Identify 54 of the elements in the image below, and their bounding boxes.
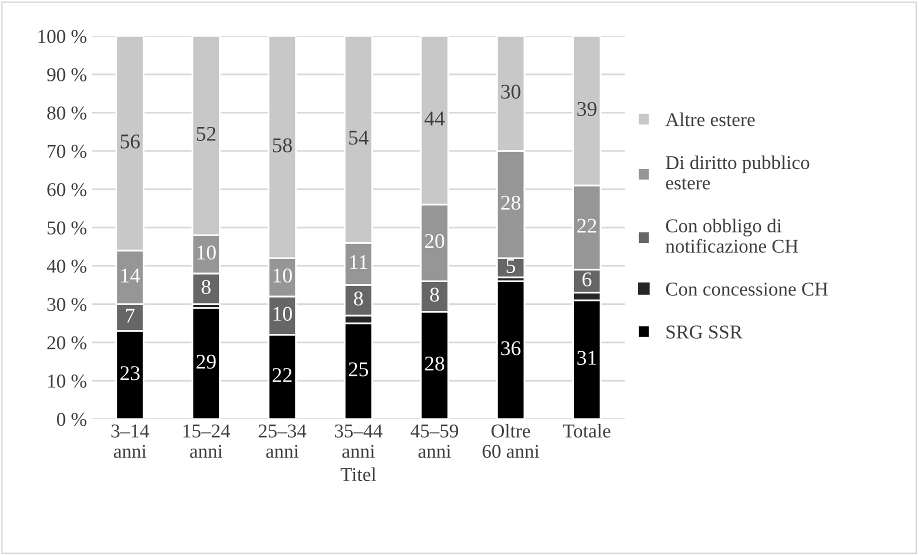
x-tick-label: 45–59 anni bbox=[410, 424, 458, 458]
data-label: 58 bbox=[273, 138, 292, 152]
data-label: 44 bbox=[424, 112, 445, 126]
x-tick-label: 25–34 anni bbox=[258, 424, 306, 458]
data-label: 10 bbox=[274, 268, 292, 283]
data-label: 56 bbox=[120, 134, 140, 149]
data-label: 8 bbox=[430, 288, 439, 302]
legend-label: Con concessione CH bbox=[666, 282, 828, 296]
data-label: 28 bbox=[425, 356, 444, 371]
y-tick-label: 80 % bbox=[47, 106, 86, 120]
data-label: 11 bbox=[350, 255, 368, 269]
y-tick-label: 10 % bbox=[48, 374, 86, 388]
data-label: 52 bbox=[196, 126, 216, 141]
y-tick-label: 40 % bbox=[46, 260, 86, 273]
y-tick-label: 30 % bbox=[47, 298, 86, 312]
legend-label: SRG SSR bbox=[666, 326, 743, 339]
data-label: 6 bbox=[582, 272, 592, 286]
data-label: 23 bbox=[120, 366, 140, 380]
data-label: 22 bbox=[272, 368, 292, 382]
bar bbox=[496, 280, 526, 420]
data-label: 31 bbox=[577, 350, 596, 365]
x-tick-label: Totale bbox=[563, 424, 610, 438]
legend-label: Con obbligo di notificazione CH bbox=[666, 218, 798, 253]
data-label: 14 bbox=[121, 268, 140, 282]
legend-label: Di diritto pubblico estere bbox=[666, 155, 810, 190]
x-tick-label: Oltre 60 anni bbox=[482, 424, 540, 458]
data-label: 54 bbox=[349, 130, 368, 145]
y-tick-label: 90 % bbox=[47, 68, 86, 82]
x-tick-label: 3–14 anni bbox=[111, 424, 150, 458]
data-label: 28 bbox=[501, 196, 520, 210]
x-tick-label: 15–24 anni bbox=[184, 424, 230, 458]
data-label: 8 bbox=[202, 280, 211, 294]
data-label: 36 bbox=[501, 341, 520, 356]
data-label: 10 bbox=[274, 306, 292, 321]
x-tick-label: 35–44 anni bbox=[335, 424, 382, 458]
data-label: 29 bbox=[196, 354, 216, 369]
data-label: 30 bbox=[501, 84, 520, 99]
data-label: 10 bbox=[198, 246, 216, 260]
y-tick-label: 100 % bbox=[38, 30, 86, 44]
data-label: 25 bbox=[348, 362, 368, 376]
data-label: 22 bbox=[577, 218, 596, 233]
y-tick-label: 0 % bbox=[57, 412, 86, 426]
data-label: 20 bbox=[425, 234, 444, 248]
data-label: 8 bbox=[354, 291, 363, 306]
data-label: 39 bbox=[577, 102, 596, 116]
legend-label: Altre estere bbox=[665, 112, 755, 126]
y-tick-label: 60 % bbox=[47, 183, 86, 196]
y-tick-label: 50 % bbox=[48, 221, 86, 235]
data-label: 5 bbox=[506, 259, 516, 273]
y-tick-label: 20 % bbox=[47, 336, 86, 350]
data-label: 7 bbox=[126, 308, 135, 323]
y-tick-label: 70 % bbox=[48, 144, 86, 158]
bar bbox=[192, 307, 221, 420]
x-axis-title: Titel bbox=[340, 467, 376, 482]
